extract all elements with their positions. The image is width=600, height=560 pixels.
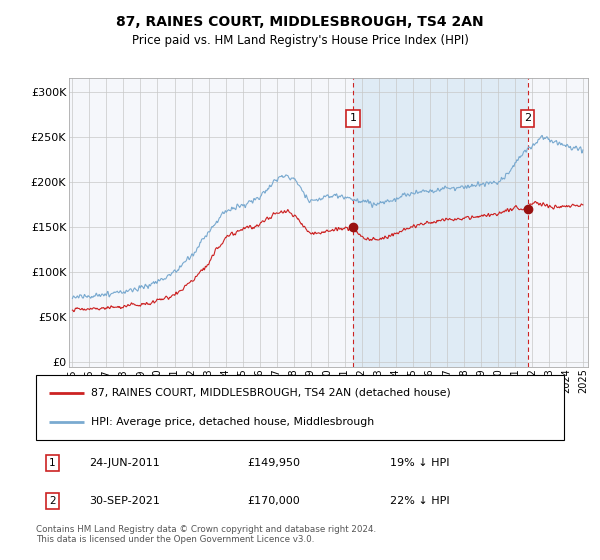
Text: 87, RAINES COURT, MIDDLESBROUGH, TS4 2AN: 87, RAINES COURT, MIDDLESBROUGH, TS4 2AN	[116, 15, 484, 29]
Text: 19% ↓ HPI: 19% ↓ HPI	[390, 458, 449, 468]
Text: 2: 2	[49, 496, 56, 506]
FancyBboxPatch shape	[36, 375, 564, 440]
Text: HPI: Average price, detached house, Middlesbrough: HPI: Average price, detached house, Midd…	[91, 417, 374, 427]
Text: 22% ↓ HPI: 22% ↓ HPI	[390, 496, 449, 506]
Text: 2: 2	[524, 114, 531, 123]
Text: 30-SEP-2021: 30-SEP-2021	[89, 496, 160, 506]
Text: Price paid vs. HM Land Registry's House Price Index (HPI): Price paid vs. HM Land Registry's House …	[131, 34, 469, 46]
Text: Contains HM Land Registry data © Crown copyright and database right 2024.
This d: Contains HM Land Registry data © Crown c…	[36, 525, 376, 544]
Text: 1: 1	[349, 114, 356, 123]
Text: £170,000: £170,000	[247, 496, 300, 506]
Text: 24-JUN-2011: 24-JUN-2011	[89, 458, 160, 468]
Text: 87, RAINES COURT, MIDDLESBROUGH, TS4 2AN (detached house): 87, RAINES COURT, MIDDLESBROUGH, TS4 2AN…	[91, 388, 451, 398]
Bar	[353, 78, 527, 367]
Text: £149,950: £149,950	[247, 458, 300, 468]
Text: 1: 1	[49, 458, 56, 468]
